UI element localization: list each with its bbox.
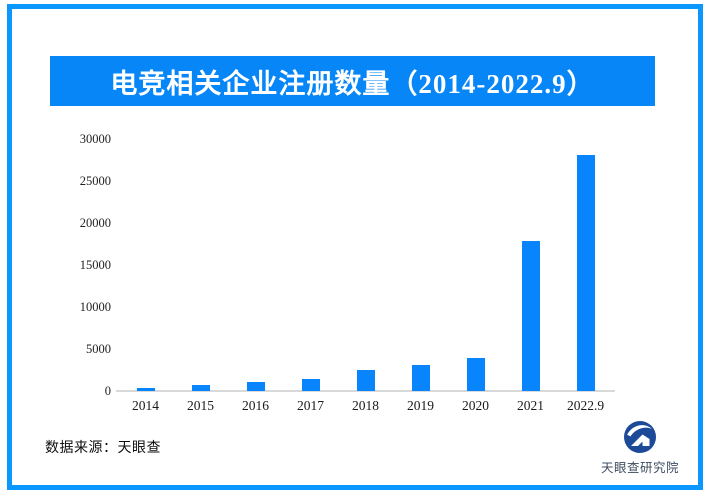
- bar-column: [228, 139, 283, 391]
- y-tick-label: 25000: [79, 174, 111, 188]
- bar-2022.9: [576, 155, 595, 391]
- x-tick-label: 2018: [352, 398, 379, 413]
- bar-2020: [466, 358, 485, 391]
- tianyancha-eye-icon: [624, 421, 656, 453]
- x-tick-label: 2020: [462, 398, 489, 413]
- bar-2021: [521, 241, 540, 391]
- y-tick-label: 20000: [79, 216, 111, 230]
- bar-column: [118, 139, 173, 391]
- tianyancha-logo: 天眼查研究院: [598, 420, 682, 476]
- y-tick-label: 10000: [79, 300, 111, 314]
- y-tick-label: 30000: [79, 132, 111, 146]
- x-tick-label: 2014: [132, 398, 159, 413]
- x-tick-label: 2016: [242, 398, 269, 413]
- plot-area: [118, 139, 613, 391]
- bar-column: [503, 139, 558, 391]
- bar-2014: [136, 388, 155, 391]
- chart-title-banner: 电竞相关企业注册数量（2014-2022.9）: [50, 56, 655, 106]
- x-axis-labels: 2014 2015 2016 2017 2018 2019 2020 2021 2022.9: [118, 398, 613, 414]
- y-tick-label: 5000: [86, 342, 111, 356]
- x-tick-label: 2019: [407, 398, 434, 413]
- data-source-note: 数据来源：天眼查: [45, 439, 161, 455]
- bar-2016: [246, 382, 265, 391]
- bar-column: [558, 139, 613, 391]
- x-tick-label: 2022.9: [566, 398, 605, 413]
- x-tick-label: 2021: [517, 398, 544, 413]
- x-tick-label: 2017: [297, 398, 324, 413]
- bar-column: [393, 139, 448, 391]
- bar-2018: [356, 370, 375, 391]
- bar-column: [448, 139, 503, 391]
- y-tick-label: 15000: [79, 258, 111, 272]
- chart-title: 电竞相关企业注册数量（2014-2022.9）: [110, 68, 595, 99]
- bar-column: [173, 139, 228, 391]
- y-tick-label: 0: [104, 384, 111, 398]
- tianyancha-logo-text: 天眼查研究院: [600, 461, 679, 475]
- bar-column: [283, 139, 338, 391]
- bar-2017: [301, 379, 320, 391]
- bar-2019: [411, 365, 430, 391]
- x-tick-label: 2015: [187, 398, 214, 413]
- x-axis-line: [116, 390, 615, 392]
- bar-column: [338, 139, 393, 391]
- bar-2015: [191, 385, 210, 391]
